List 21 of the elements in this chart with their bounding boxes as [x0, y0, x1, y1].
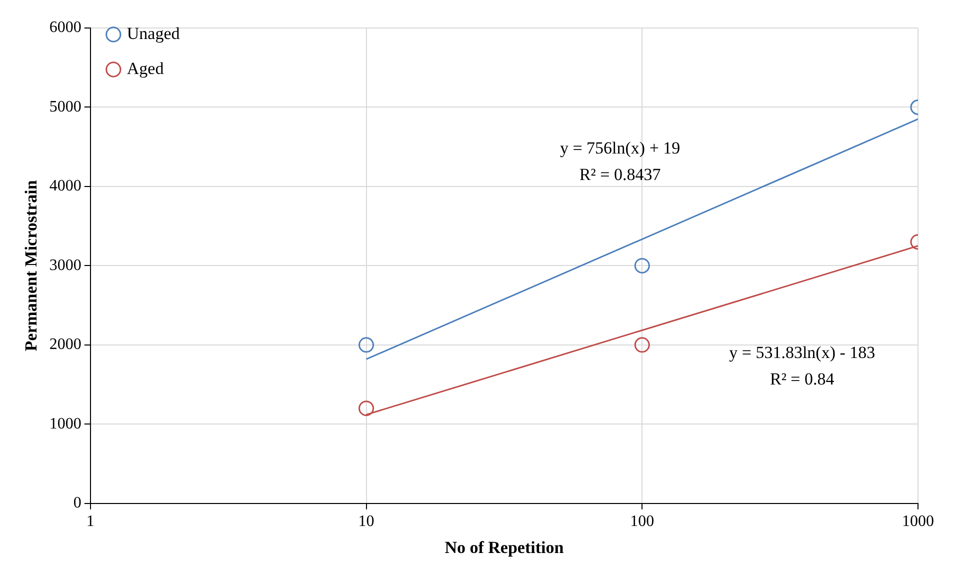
y-tick-label: 4000: [49, 178, 82, 195]
legend-label: Aged: [126, 58, 164, 78]
x-tick-label: 100: [630, 513, 654, 530]
y-tick-label: 6000: [49, 19, 82, 36]
x-axis-title: No of Repetition: [444, 538, 564, 558]
x-tick-label: 10: [358, 513, 374, 530]
annotation: R² = 0.8437: [579, 164, 662, 184]
annotation: R² = 0.84: [770, 369, 835, 388]
legend-label: Unaged: [126, 24, 180, 43]
y-axis-title: Permanent Microstrain: [22, 180, 41, 352]
y-tick-label: 2000: [49, 336, 82, 354]
annotation: y = 531.83ln(x) - 183: [729, 343, 876, 362]
point: [358, 400, 374, 416]
annotation: y = 756ln(x) + 19: [560, 138, 680, 158]
y-tick-label: 3000: [49, 256, 82, 274]
point: [358, 337, 374, 353]
y-tick-label: 5000: [49, 98, 82, 116]
x-tick-label: 1000: [902, 513, 934, 530]
y-tick-label: 0: [73, 494, 82, 512]
x-tick-label: 1: [86, 513, 94, 530]
y-tick-label: 1000: [49, 415, 82, 432]
